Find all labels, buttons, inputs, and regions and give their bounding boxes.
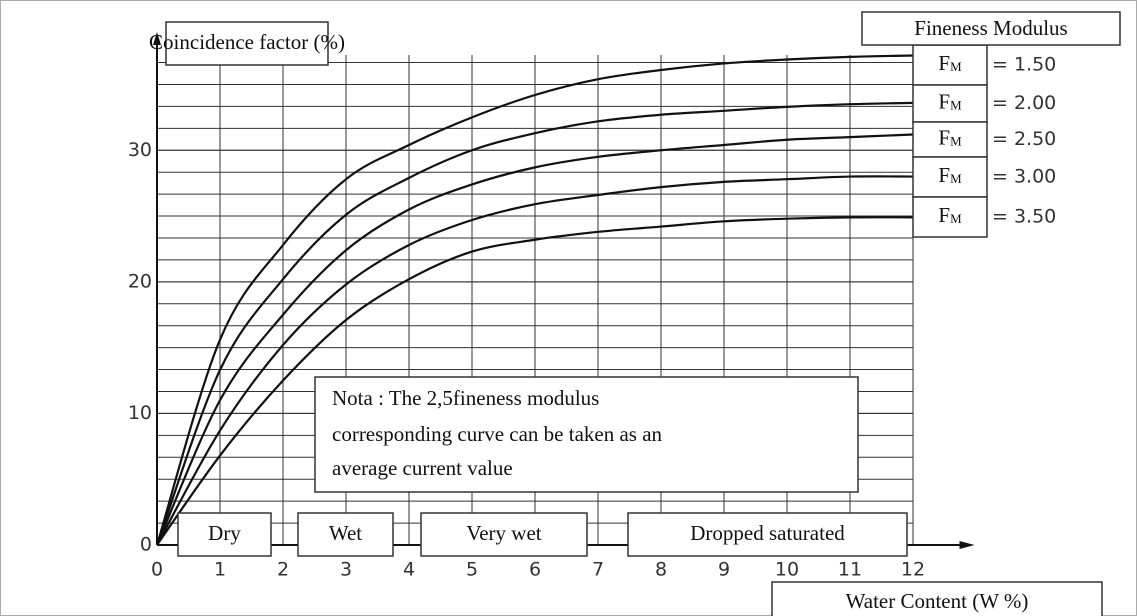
zone-label: Wet — [329, 521, 362, 545]
legend-symbol-main: F — [938, 203, 950, 227]
curve — [156, 216, 914, 546]
y-tick-label: 30 — [128, 139, 152, 161]
ylabel-box — [165, 21, 329, 66]
legend-symbol: FM — [938, 125, 962, 149]
zone-box — [627, 512, 908, 557]
note-line: Nota : The 2,5fineness modulus — [332, 386, 599, 410]
legend-label: = 2.00 — [992, 92, 1056, 114]
curve — [156, 175, 914, 546]
x-tick-label: 10 — [775, 559, 799, 581]
y-tick-label: 0 — [140, 534, 152, 556]
zone-label: Dry — [208, 521, 241, 545]
y-arrow — [153, 32, 161, 45]
x-tick-label: 2 — [277, 559, 289, 581]
legend-box — [912, 84, 988, 123]
x-tick-label: 6 — [529, 559, 541, 581]
legend-title: Fineness Modulus — [914, 16, 1067, 40]
zone-box — [297, 512, 394, 557]
legend-box — [912, 156, 988, 198]
legend-box — [912, 121, 988, 158]
legend-title-box — [861, 11, 1121, 46]
legend-symbol-sub: M — [950, 133, 962, 148]
zone-label: Very wet — [466, 521, 541, 545]
legend-symbol: FM — [938, 203, 962, 227]
zone-label: Dropped saturated — [690, 521, 845, 545]
zone-box — [420, 512, 588, 557]
x-tick-label: 11 — [838, 559, 862, 581]
x-tick-label: 3 — [340, 559, 352, 581]
note-line: corresponding curve can be taken as an — [332, 422, 663, 446]
legend-symbol-sub: M — [950, 59, 962, 74]
note-line: average current value — [332, 456, 513, 480]
curve — [155, 101, 914, 546]
x-axis-label: Water Content (W %) — [846, 589, 1029, 613]
x-arrow — [959, 541, 975, 549]
legend-symbol-main: F — [938, 51, 950, 75]
curve — [155, 133, 914, 546]
y-tick-label: 20 — [128, 270, 152, 292]
legend-symbol-sub: M — [950, 97, 962, 112]
note-box — [314, 376, 859, 493]
x-tick-label: 5 — [466, 559, 478, 581]
legend-symbol: FM — [938, 51, 962, 75]
legend-label: = 1.50 — [992, 54, 1056, 76]
zone-box — [177, 512, 272, 557]
y-tick-label: 10 — [128, 402, 152, 424]
legend-symbol-main: F — [938, 125, 950, 149]
legend-symbol-main: F — [938, 89, 950, 113]
legend-label: = 3.00 — [992, 166, 1056, 188]
x-tick-label: 9 — [718, 559, 730, 581]
legend-label: = 3.50 — [992, 206, 1056, 228]
x-tick-label: 0 — [151, 559, 163, 581]
x-tick-label: 4 — [403, 559, 415, 581]
legend-symbol-sub: M — [950, 171, 962, 186]
legend-label: = 2.50 — [992, 128, 1056, 150]
y-axis-label: Coincidence factor (%) — [149, 30, 345, 54]
x-tick-label: 1 — [214, 559, 226, 581]
legend-box — [912, 44, 988, 86]
x-tick-label: 7 — [592, 559, 604, 581]
legend-symbol: FM — [938, 163, 962, 187]
legend-symbol: FM — [938, 89, 962, 113]
legend-symbol-sub: M — [950, 211, 962, 226]
legend-box — [912, 196, 988, 238]
x-tick-label: 12 — [901, 559, 925, 581]
annotations: Coincidence factor (%) Fineness Modulus … — [149, 11, 1121, 616]
curve — [155, 54, 914, 546]
legend-symbol-main: F — [938, 163, 950, 187]
x-tick-label: 8 — [655, 559, 667, 581]
xlabel-box — [771, 581, 1103, 616]
